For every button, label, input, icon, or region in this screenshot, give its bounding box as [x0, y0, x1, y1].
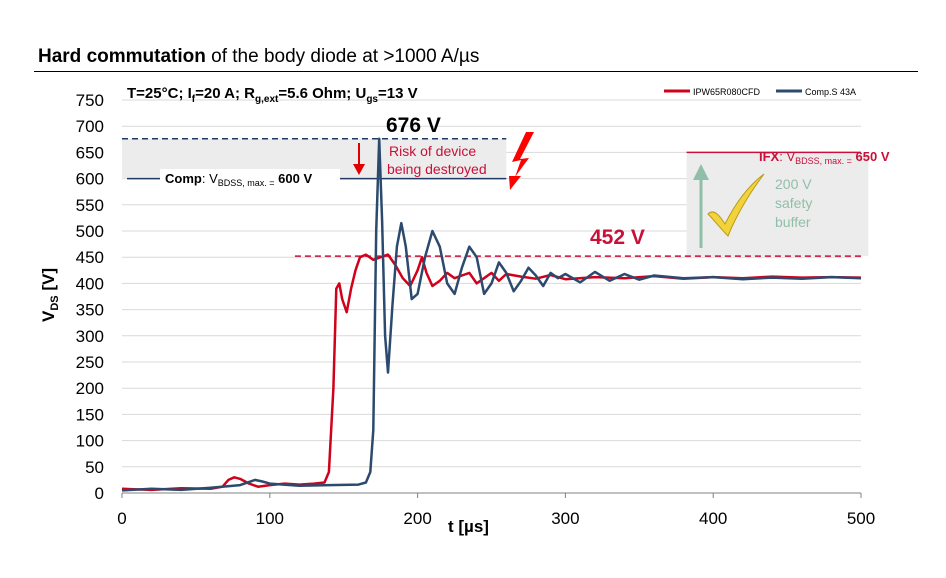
checkmark-icon — [707, 173, 765, 237]
cond-b: =20 A; R — [195, 85, 255, 102]
y-axis-label: VDS [V] — [39, 268, 61, 322]
cond-b-sub: g,ext — [255, 94, 279, 105]
cond-a-sub: f — [192, 94, 196, 105]
x-tick-label-100: 100 — [256, 509, 284, 528]
y-tick-label-700: 700 — [76, 117, 104, 136]
page-title-rest: of the body diode at >1000 A/µs — [211, 46, 480, 67]
risk-annotation: Risk of device being destroyed — [353, 132, 534, 190]
safety-buffer-zone — [686, 152, 869, 257]
comp-sub: BDSS, max. = — [218, 178, 275, 188]
title-divider — [34, 71, 918, 72]
x-tick-label-200: 200 — [403, 509, 431, 528]
page-title-bold: Hard commutation — [38, 46, 206, 67]
y-tick-label-50: 50 — [85, 458, 104, 477]
cond-d: =13 V — [378, 85, 418, 102]
y-axis-label-unit: [V] — [39, 268, 58, 295]
comp-limit-label: Comp: VBDSS, max. = 600 V — [165, 171, 312, 188]
cond-a: T=25°C; I — [127, 85, 192, 102]
comp-label-background — [160, 169, 340, 187]
ifx-limit-label: IFX: VBDSS, max. = 650 V — [759, 149, 890, 166]
y-tick-label-400: 400 — [76, 274, 104, 293]
x-tick-label-0: 0 — [117, 509, 126, 528]
comp-name: Comp — [165, 171, 202, 186]
ifx-name: IFX — [759, 149, 780, 164]
y-tick-label-300: 300 — [76, 327, 104, 346]
axes — [121, 492, 862, 498]
down-arrowhead-icon — [353, 164, 365, 175]
lightning-icon — [512, 132, 534, 177]
chart-legend: IPW65R080CFD Comp.S 43A — [664, 87, 856, 97]
cond-c: =5.6 Ohm; U — [278, 85, 366, 102]
test-conditions: T=25°C; If=20 A; Rg,ext=5.6 Ohm; Ugs=13 … — [127, 85, 418, 105]
comp-value: 600 V — [275, 171, 313, 186]
x-axis-label: t [µs] — [448, 517, 489, 536]
x-tick-label-300: 300 — [551, 509, 579, 528]
y-axis-label-sub: DS — [49, 295, 61, 310]
y-tick-label-150: 150 — [76, 405, 104, 424]
legend-red-label: IPW65R080CFD — [693, 87, 761, 97]
y-axis-label-main: V — [39, 310, 58, 322]
y-tick-label-200: 200 — [76, 379, 104, 398]
buffer-line3: buffer — [775, 214, 811, 230]
comp-colon: : V — [202, 171, 218, 186]
risk-text-line2: being destroyed — [387, 161, 487, 177]
page-title: Hard commutation of the body diode at >1… — [38, 46, 479, 68]
buffer-line2: safety — [775, 195, 812, 211]
legend-blue-label: Comp.S 43A — [805, 87, 856, 97]
y-tick-label-500: 500 — [76, 222, 104, 241]
safety-buffer-annotation: 200 V safety buffer — [693, 164, 812, 248]
up-arrowhead-icon — [693, 164, 709, 180]
series-line-comp-s-43a — [121, 137, 862, 492]
y-tick-label-600: 600 — [76, 170, 104, 189]
cond-c-sub: gs — [366, 94, 378, 105]
ifx-colon: : V — [779, 149, 795, 164]
y-tick-label-450: 450 — [76, 248, 104, 267]
y-tick-label-650: 650 — [76, 143, 104, 162]
peak-label: 676 V — [386, 114, 441, 137]
x-tick-label-500: 500 — [847, 509, 875, 528]
y-tick-label-550: 550 — [76, 196, 104, 215]
y-tick-label-350: 350 — [76, 301, 104, 320]
buffer-line1: 200 V — [775, 176, 812, 192]
y-tick-label-100: 100 — [76, 432, 104, 451]
risk-text-line1: Risk of device — [389, 143, 476, 159]
steady-state-label: 452 V — [590, 226, 645, 249]
x-tick-label-400: 400 — [699, 509, 727, 528]
data-series — [121, 137, 862, 492]
lightning-arrowhead-icon — [509, 176, 521, 190]
ifx-sub: BDSS, max. = — [795, 156, 852, 166]
y-tick-label-0: 0 — [95, 484, 104, 503]
ifx-value: 650 V — [852, 149, 890, 164]
y-tick-label-250: 250 — [76, 353, 104, 372]
series-line-ipw65r080cfd — [121, 253, 862, 492]
tick-labels: 0 50 100 150 200 250 300 350 400 450 500 550 600 650 7… — [76, 91, 876, 528]
y-tick-label-750: 750 — [76, 91, 104, 110]
shaded-regions — [122, 138, 869, 257]
legend-background — [658, 84, 870, 99]
